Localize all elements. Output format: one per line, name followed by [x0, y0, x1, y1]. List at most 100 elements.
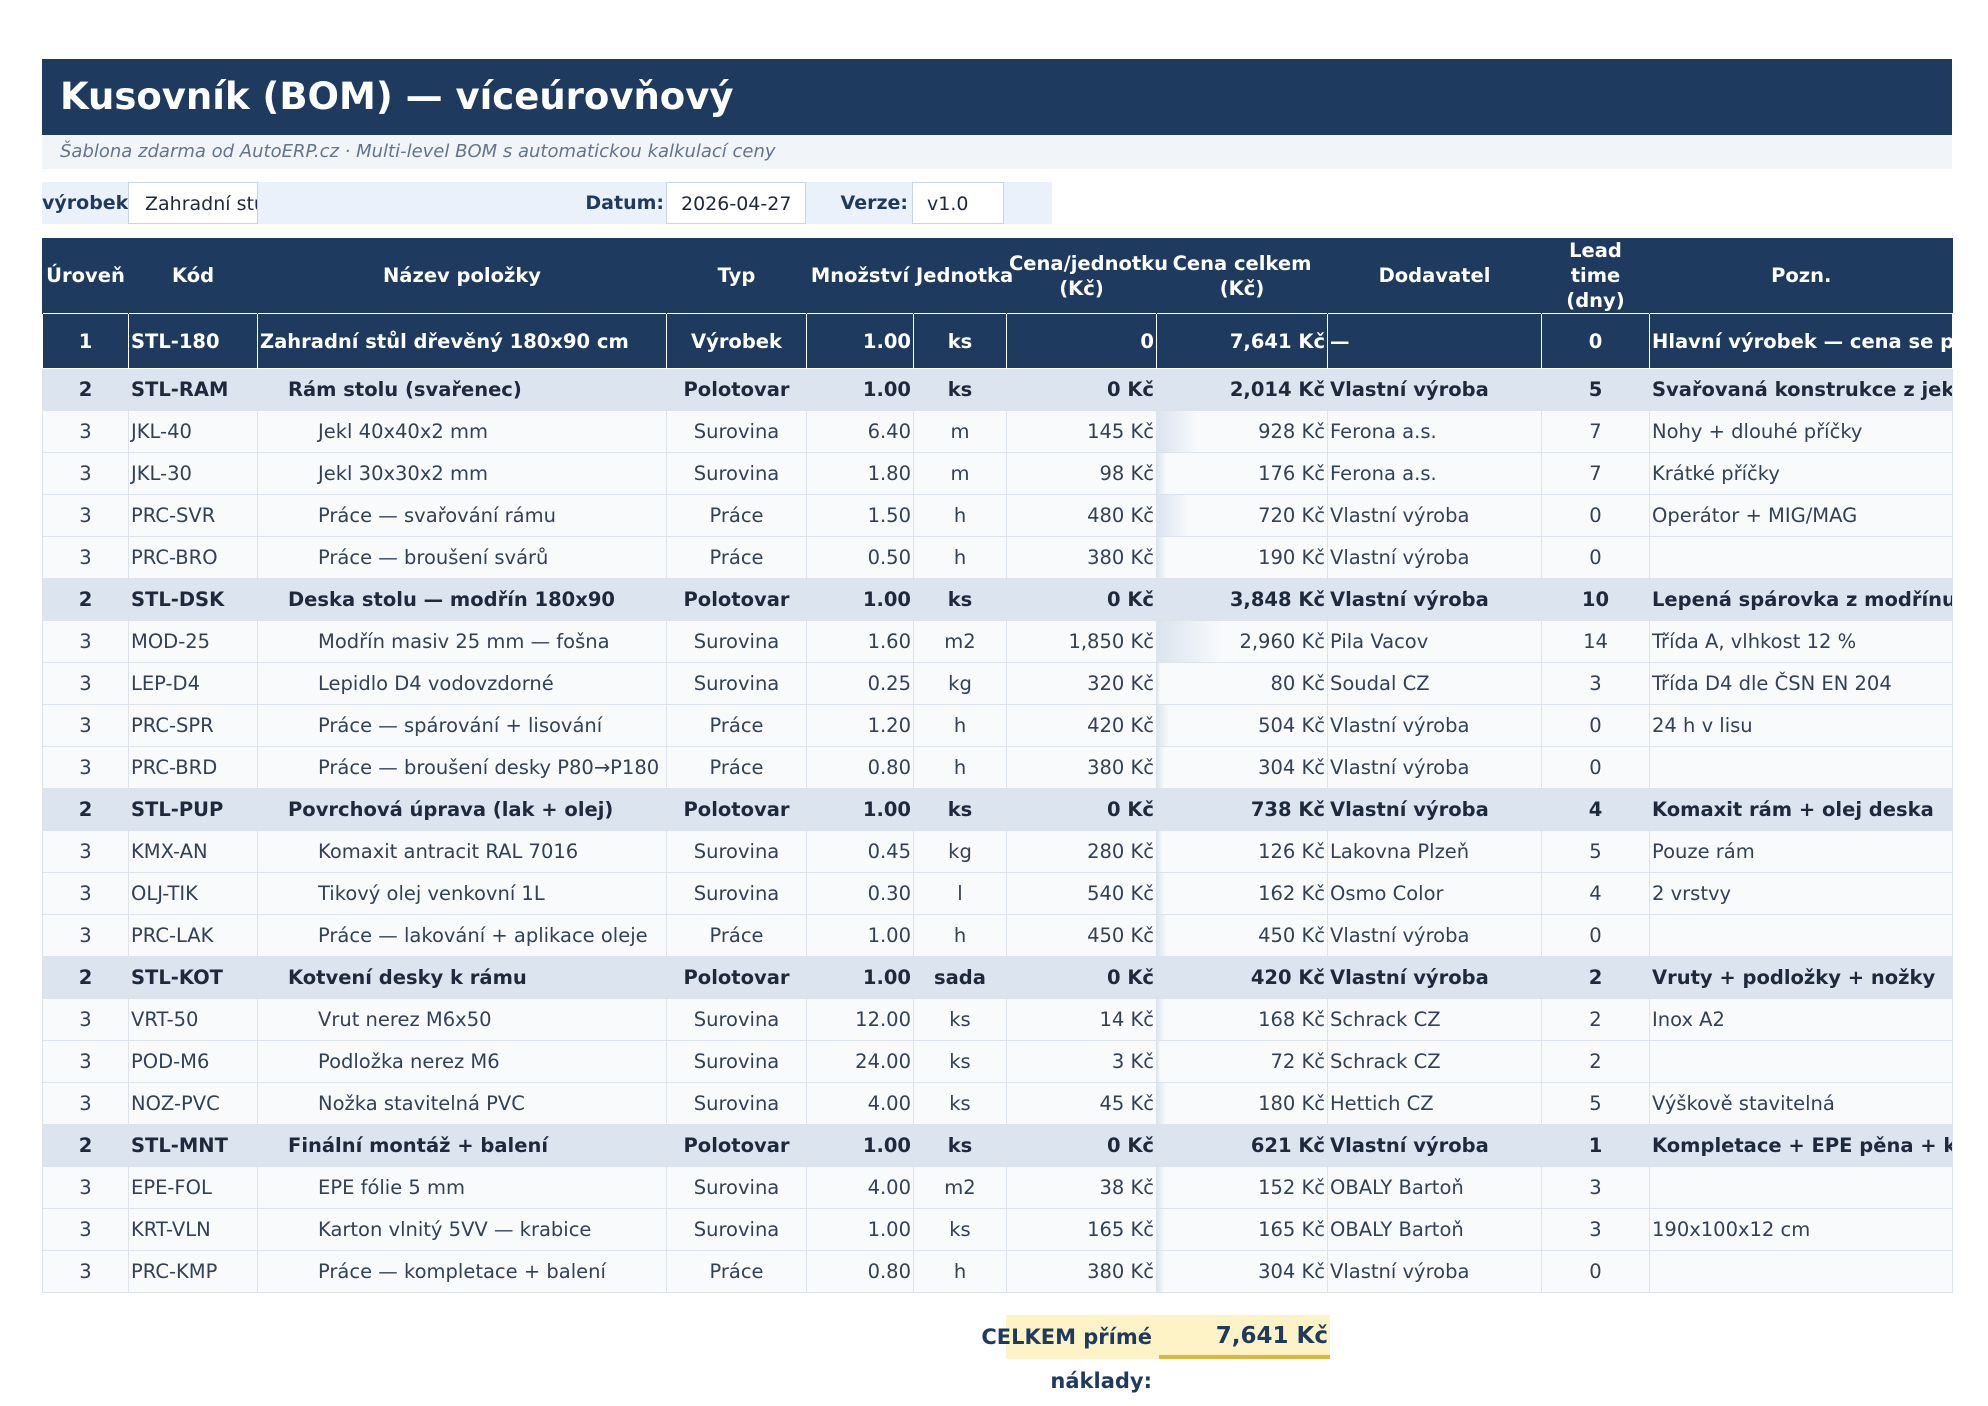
bom-row[interactable]: 3 PRC-SPR Práce — spárování + lisování Prác… [42, 704, 1953, 747]
quantity-cell: 0.45 [806, 830, 914, 873]
total-price-value: 80 Kč [1270, 672, 1325, 695]
product-label: výrobek: [42, 192, 136, 214]
level-cell: 3 [42, 620, 129, 663]
unit-price-cell: 38 Kč [1006, 1166, 1157, 1209]
bom-row[interactable]: 2 STL-KOT Kotvení desky k rámu Polotovar 1.0… [42, 956, 1953, 999]
lead-time-cell: 1 [1541, 1124, 1650, 1167]
total-price-value: 180 Kč [1258, 1092, 1325, 1115]
total-price-cell: 168 Kč [1156, 998, 1328, 1041]
item-name-cell: Podložka nerez M6 [257, 1040, 667, 1083]
note-cell: 190x100x12 cm [1649, 1208, 1953, 1251]
item-name-cell: Deska stolu — modřín 180x90 [257, 578, 667, 621]
bom-row[interactable]: 3 JKL-40 Jekl 40x40x2 mm Surovina 6.40 m 145 K… [42, 410, 1953, 453]
bom-row[interactable]: 2 STL-MNT Finální montáž + balení Polotovar… [42, 1124, 1953, 1167]
bom-row[interactable]: 3 OLJ-TIK Tikový olej venkovní 1L Surovina 0… [42, 872, 1953, 915]
bom-row[interactable]: 2 STL-DSK Deska stolu — modřín 180x90 Polot… [42, 578, 1953, 621]
lead-time-cell: 5 [1541, 1082, 1650, 1125]
supplier-cell: Ferona a.s. [1327, 452, 1542, 495]
total-price-cell: 304 Kč [1156, 746, 1328, 789]
total-price-cell: 450 Kč [1156, 914, 1328, 957]
supplier-cell: Vlastní výroba [1327, 914, 1542, 957]
code-cell: NOZ-PVC [128, 1082, 258, 1125]
unit-cell: ks [913, 998, 1007, 1041]
type-cell: Surovina [666, 872, 807, 915]
product-field[interactable]: Zahradní stůl [128, 182, 258, 224]
bom-row[interactable]: 3 VRT-50 Vrut nerez M6x50 Surovina 12.00 ks 14… [42, 998, 1953, 1041]
bom-row[interactable]: 3 EPE-FOL EPE fólie 5 mm Surovina 4.00 m2 38 K… [42, 1166, 1953, 1209]
quantity-cell: 0.50 [806, 536, 914, 579]
item-name-cell: Karton vlnitý 5VV — krabice [257, 1208, 667, 1251]
bom-row[interactable]: 3 LEP-D4 Lepidlo D4 vodovzdorné Surovina 0.2… [42, 662, 1953, 705]
bom-row[interactable]: 3 KMX-AN Komaxit antracit RAL 7016 Surovina… [42, 830, 1953, 873]
unit-price-cell: 0 Kč [1006, 1124, 1157, 1167]
bom-row[interactable]: 3 PRC-LAK Práce — lakování + aplikace olej… [42, 914, 1953, 957]
type-cell: Surovina [666, 1166, 807, 1209]
supplier-cell: — [1327, 313, 1542, 369]
total-price-value: 152 Kč [1258, 1176, 1325, 1199]
type-cell: Surovina [666, 830, 807, 873]
total-price-value: 928 Kč [1258, 420, 1325, 443]
bom-row[interactable]: 3 POD-M6 Podložka nerez M6 Surovina 24.00 ks 3… [42, 1040, 1953, 1083]
item-name-cell: Finální montáž + balení [257, 1124, 667, 1167]
note-cell: Svařovaná konstrukce z jeklu [1649, 368, 1953, 411]
bom-row[interactable]: 3 MOD-25 Modřín masiv 25 mm — fošna Surovin… [42, 620, 1953, 663]
bom-row[interactable]: 3 PRC-KMP Práce — kompletace + balení Práce… [42, 1250, 1953, 1293]
lead-time-cell: 3 [1541, 662, 1650, 705]
type-cell: Výrobek [666, 313, 807, 369]
bom-row[interactable]: 3 JKL-30 Jekl 30x30x2 mm Surovina 1.80 m 98 Kč… [42, 452, 1953, 495]
type-cell: Práce [666, 914, 807, 957]
bom-row[interactable]: 2 STL-PUP Povrchová úprava (lak + olej) Pol… [42, 788, 1953, 831]
note-cell: Lepená spárovka z modřínu [1649, 578, 1953, 621]
total-price-value: 720 Kč [1258, 504, 1325, 527]
note-cell: Hlavní výrobek — cena se počítá z podses… [1649, 313, 1953, 369]
table-body: 1 STL-180 Zahradní stůl dřevěný 180x90 cm V… [42, 313, 1953, 1293]
bom-row[interactable]: 3 PRC-BRD Práce — broušení desky P80→P180 P… [42, 746, 1953, 789]
bom-row[interactable]: 3 NOZ-PVC Nožka stavitelná PVC Surovina 4.00… [42, 1082, 1953, 1125]
unit-cell: ks [913, 1040, 1007, 1083]
version-field[interactable]: v1.0 [912, 182, 1004, 224]
unit-price-cell: 14 Kč [1006, 998, 1157, 1041]
supplier-cell: Lakovna Plzeň [1327, 830, 1542, 873]
code-cell: PRC-BRO [128, 536, 258, 579]
total-value: 7,641 Kč [1159, 1315, 1330, 1359]
code-cell: EPE-FOL [128, 1166, 258, 1209]
cost-share-bar [1157, 369, 1246, 410]
level-cell: 3 [42, 1082, 129, 1125]
supplier-cell: Vlastní výroba [1327, 536, 1542, 579]
total-price-value: 126 Kč [1258, 840, 1325, 863]
bom-row[interactable]: 3 PRC-BRO Práce — broušení svárů Práce 0.50 h… [42, 536, 1953, 579]
total-price-value: 165 Kč [1258, 1218, 1325, 1241]
bom-row[interactable]: 3 KRT-VLN Karton vlnitý 5VV — krabice Surov… [42, 1208, 1953, 1251]
bom-row[interactable]: 2 STL-RAM Rám stolu (svařenec) Polotovar 1.0… [42, 368, 1953, 411]
unit-price-cell: 380 Kč [1006, 536, 1157, 579]
cost-share-bar [1157, 579, 1310, 620]
total-price-value: 190 Kč [1258, 546, 1325, 569]
unit-cell: l [913, 872, 1007, 915]
cost-share-bar [1157, 1041, 1161, 1082]
total-highlight [1006, 1315, 1159, 1359]
cost-share-bar [1157, 999, 1164, 1040]
note-cell: Třída D4 dle ČSN EN 204 [1649, 662, 1953, 705]
cost-share-bar [1157, 411, 1198, 452]
note-cell: Inox A2 [1649, 998, 1953, 1041]
type-cell: Surovina [666, 1082, 807, 1125]
col-header-total: Cena celkem (Kč) [1156, 238, 1328, 314]
total-price-value: 2,014 Kč [1229, 378, 1325, 401]
unit-price-cell: 280 Kč [1006, 830, 1157, 873]
cost-share-bar [1157, 1209, 1164, 1250]
level-cell: 1 [42, 313, 129, 369]
level-cell: 3 [42, 410, 129, 453]
date-field[interactable]: 2026-04-27 [666, 182, 806, 224]
unit-cell: ks [913, 313, 1007, 369]
item-name-cell: Práce — spárování + lisování [257, 704, 667, 747]
unit-cell: ks [913, 1124, 1007, 1167]
unit-cell: kg [913, 830, 1007, 873]
total-price-cell: 72 Kč [1156, 1040, 1328, 1083]
total-price-cell: 7,641 Kč [1156, 313, 1328, 369]
unit-cell: m [913, 410, 1007, 453]
supplier-cell: Vlastní výroba [1327, 368, 1542, 411]
bom-row[interactable]: 3 PRC-SVR Práce — svařování rámu Práce 1.50 h… [42, 494, 1953, 537]
item-name-cell: Jekl 40x40x2 mm [257, 410, 667, 453]
bom-row[interactable]: 1 STL-180 Zahradní stůl dřevěný 180x90 cm V… [42, 313, 1953, 369]
total-price-value: 738 Kč [1250, 798, 1325, 821]
